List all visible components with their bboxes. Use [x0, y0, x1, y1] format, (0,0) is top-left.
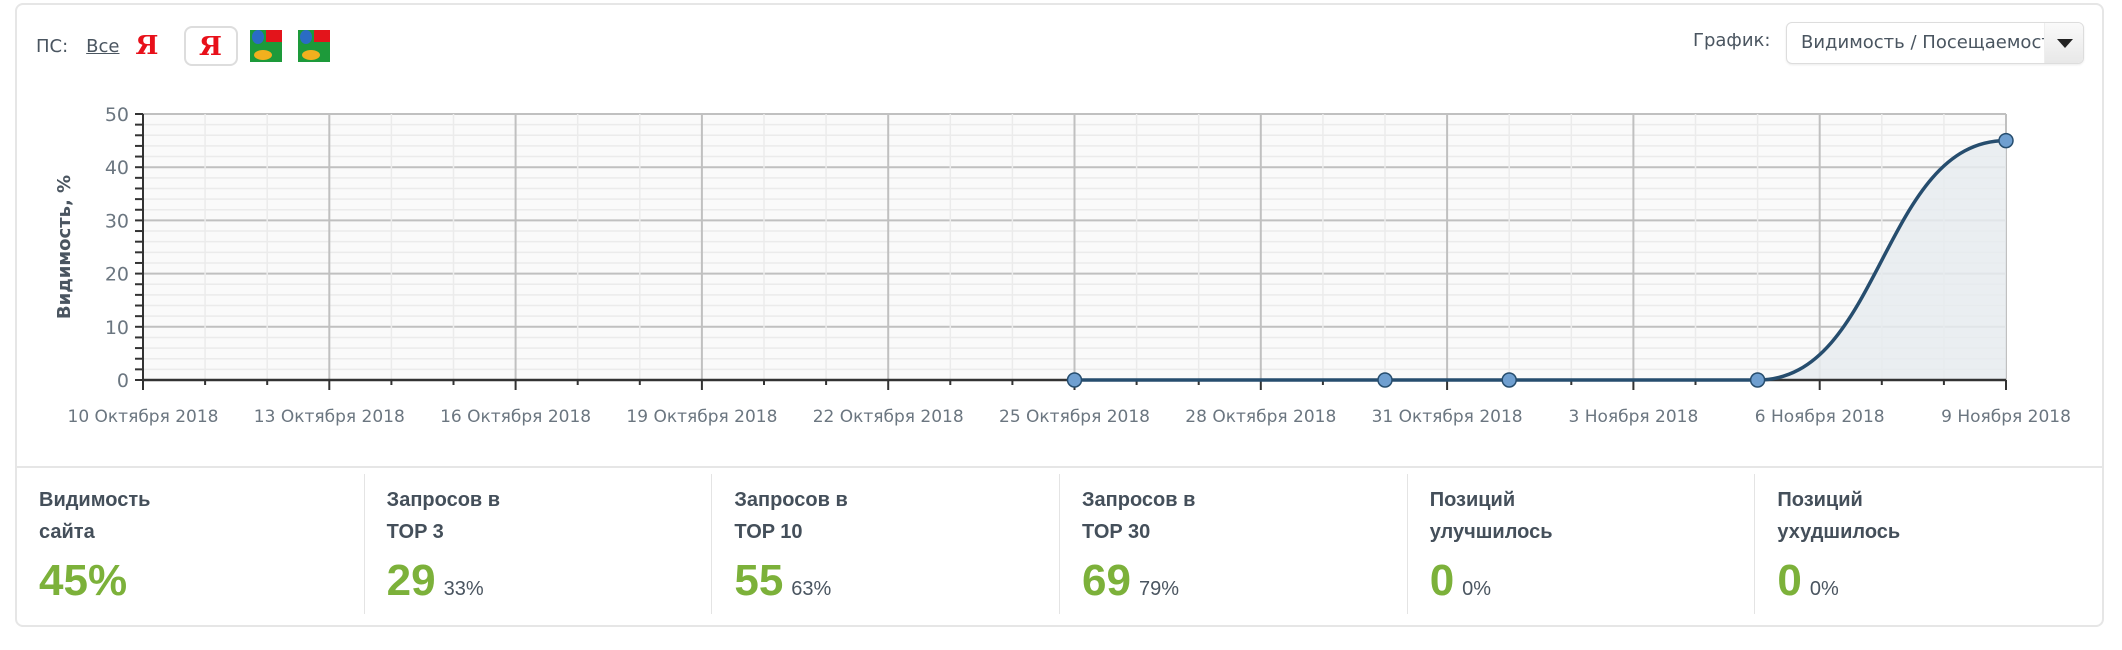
y-axis-label: Видимость, % — [54, 175, 75, 319]
graph-type-value: Видимость / Посещаемость — [1801, 32, 2063, 53]
stat-title: Позиций улучшилось — [1429, 489, 1553, 543]
y-tick-label: 50 — [105, 104, 129, 126]
y-tick-label: 10 — [105, 317, 129, 339]
y-tick-label: 30 — [105, 210, 129, 232]
data-point — [1066, 372, 1083, 388]
stat-percent: 79% — [1138, 578, 1179, 600]
chevron-down-icon[interactable] — [2044, 23, 2083, 63]
graph-type-label: График: — [1693, 30, 1771, 51]
data-point — [1998, 132, 2014, 149]
x-tick-label: 3 Ноября 2018 — [1568, 407, 1698, 427]
stat-value: 45% — [39, 556, 128, 605]
graph-type-select[interactable]: Видимость / Посещаемость — [1786, 22, 2084, 64]
x-tick-label: 31 Октября 2018 — [1372, 407, 1523, 427]
x-tick-label: 19 Октября 2018 — [626, 407, 777, 427]
data-point — [1749, 372, 1766, 388]
stat-percent: 0% — [1462, 578, 1492, 600]
stat-title: Запросов в TOP 10 — [734, 489, 848, 543]
stat-title: Запросов в TOP 30 — [1082, 489, 1196, 543]
series-area — [1074, 140, 2006, 380]
x-tick-label: 10 Октября 2018 — [68, 407, 219, 427]
stat-top10: Запросов в TOP 10 55 63% — [711, 474, 1059, 614]
data-point — [1501, 372, 1517, 388]
google-icon[interactable] — [249, 30, 282, 62]
x-tick-label: 13 Октября 2018 — [254, 407, 405, 427]
stat-title: Видимость сайта — [39, 489, 151, 543]
yandex-icon[interactable]: Я — [135, 31, 159, 61]
filter-all-link[interactable]: Все — [86, 35, 120, 57]
x-tick-label: 22 Октября 2018 — [813, 407, 964, 427]
stat-title: Запросов в TOP 3 — [386, 489, 501, 543]
stat-value: 0 — [1429, 556, 1455, 605]
x-tick-label: 6 Ноября 2018 — [1755, 407, 1885, 427]
stat-percent: 0% — [1809, 578, 1839, 600]
google-icon[interactable] — [297, 30, 330, 62]
x-tick-label: 16 Октября 2018 — [440, 407, 591, 427]
x-tick-label: 9 Ноября 2018 — [1941, 407, 2071, 427]
stat-value: 29 — [386, 556, 436, 605]
y-tick-label: 0 — [117, 370, 129, 392]
stat-top30: Запросов в TOP 30 69 79% — [1059, 474, 1407, 614]
yandex-icon[interactable]: Я — [183, 26, 238, 66]
data-point — [1377, 372, 1393, 388]
stat-percent: 63% — [791, 578, 832, 600]
filter-label: ПС: — [36, 35, 69, 57]
stat-value: 69 — [1082, 556, 1131, 605]
stat-improved: Позиций улучшилось 0 0% — [1406, 474, 1755, 614]
stat-top3: Запросов в TOP 3 29 33% — [363, 474, 712, 614]
stat-value: 55 — [734, 556, 784, 605]
stat-percent: 33% — [443, 578, 484, 600]
x-tick-label: 25 Октября 2018 — [999, 407, 1150, 427]
stats-row: Видимость сайта 45% Запросов в TOP 3 29 3… — [17, 466, 2102, 626]
y-tick-label: 20 — [105, 264, 129, 286]
stat-visibility: Видимость сайта 45% — [17, 468, 364, 626]
search-engine-filter: ПС: Все Я Я — [36, 26, 346, 66]
x-tick-label: 28 Октября 2018 — [1185, 407, 1336, 427]
series-line — [1074, 138, 2007, 382]
y-tick-label: 40 — [105, 157, 129, 179]
stat-worsened: Позиций ухудшилось 0 0% — [1754, 474, 2102, 614]
stat-value: 0 — [1777, 556, 1802, 605]
visibility-chart: 0 10 20 30 40 50 10 Октября 2018 13 Октября 201… — [54, 104, 2071, 427]
stat-title: Позиций ухудшилось — [1777, 489, 1901, 543]
